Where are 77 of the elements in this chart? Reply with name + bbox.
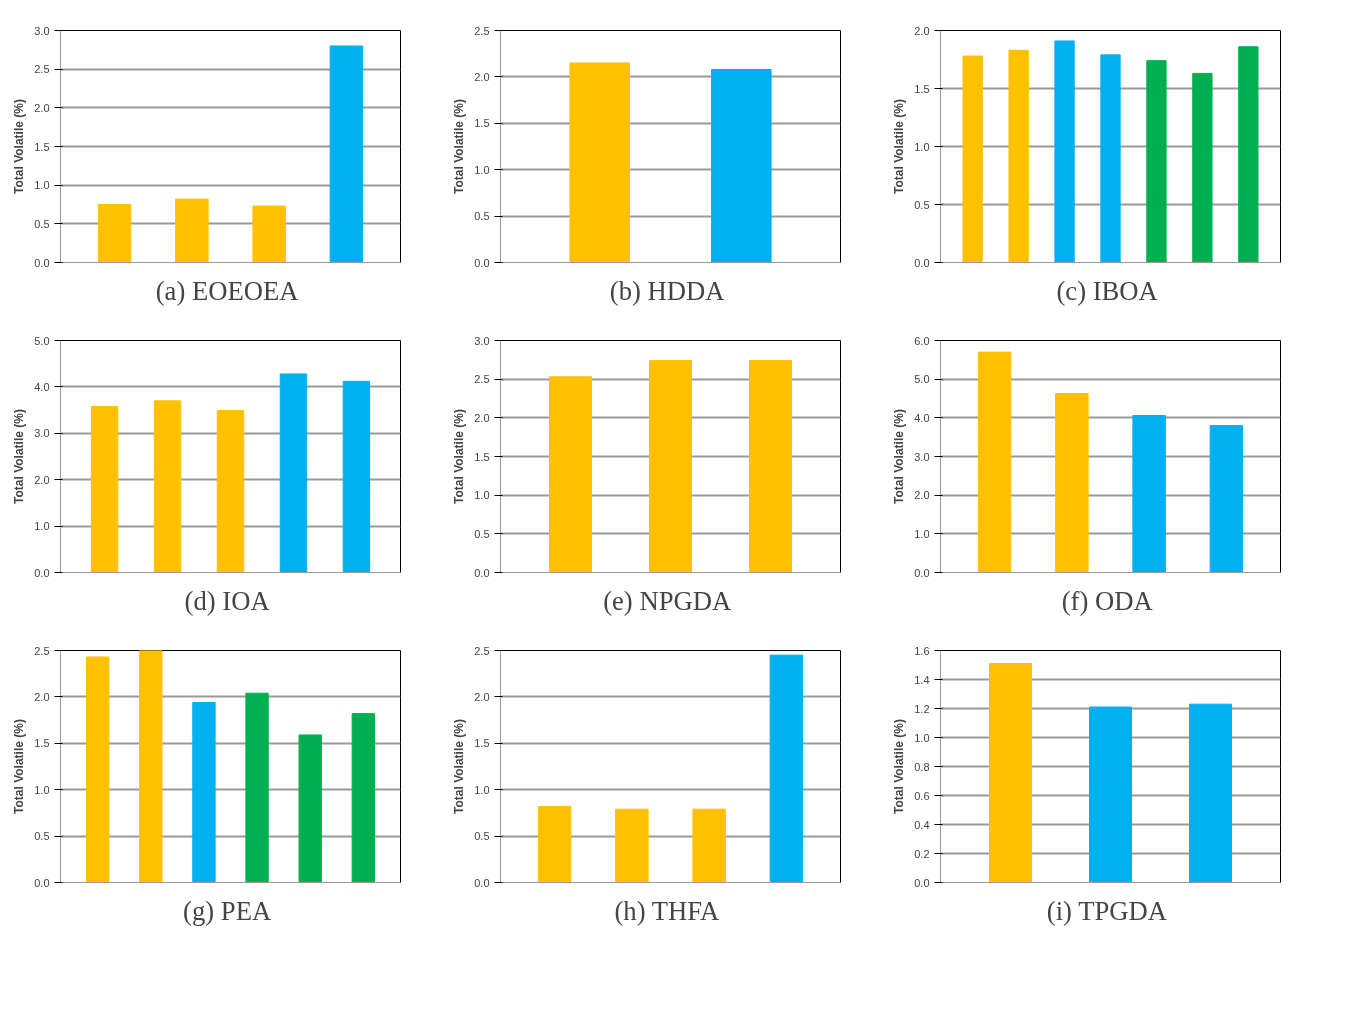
text: (b) HDDA — [609, 275, 726, 306]
y-tick-label: 6.0 — [914, 334, 930, 347]
y-tick-label: 1.4 — [914, 673, 930, 686]
y-tick-label: 0.0 — [34, 256, 50, 269]
y-tick-label: 1.0 — [34, 783, 50, 796]
y-tick-label: 1.2 — [914, 702, 930, 715]
y-tick-label: 0.6 — [914, 789, 930, 802]
y-tick-label: 2.0 — [914, 489, 930, 502]
y-tick-label: 2.5 — [474, 373, 490, 386]
text: (i) TPGDA — [1046, 895, 1168, 926]
y-tick-label: 0.5 — [474, 210, 490, 223]
text: (a) EOEOEA — [155, 275, 300, 306]
y-tick-label: 3.0 — [34, 24, 50, 37]
y-tick-label: 0.4 — [914, 818, 930, 831]
y-tick-label: 2.0 — [474, 690, 490, 703]
y-tick-label: 1.5 — [34, 140, 50, 153]
y-tick-label: 0.5 — [474, 830, 490, 843]
y-tick-label: 2.0 — [34, 473, 50, 486]
y-tick-label: 1.0 — [474, 489, 490, 502]
y-tick-label: 3.0 — [914, 450, 930, 463]
y-tick-label: 1.0 — [914, 527, 930, 540]
y-axis-title: Total Volatile (%) — [12, 719, 27, 814]
y-tick-label: 1.0 — [474, 783, 490, 796]
y-tick-label: 2.5 — [474, 24, 490, 37]
text: (c) IBOA — [1056, 275, 1159, 306]
y-tick-label: 1.6 — [914, 644, 930, 657]
text: (f) ODA — [1061, 585, 1154, 616]
y-tick-label: 5.0 — [34, 334, 50, 347]
y-axis-title: Total Volatile (%) — [892, 719, 907, 814]
y-tick-label: 1.0 — [914, 731, 930, 744]
y-tick-label: 0.0 — [914, 256, 930, 269]
y-tick-label: 2.0 — [34, 101, 50, 114]
y-tick-label: 4.0 — [914, 411, 930, 424]
y-tick-label: 1.0 — [34, 179, 50, 192]
y-tick-label: 1.0 — [914, 140, 930, 153]
y-tick-label: 2.5 — [474, 644, 490, 657]
y-tick-label: 1.5 — [474, 117, 490, 130]
text: (h) THFA — [614, 895, 721, 926]
y-tick-label: 3.0 — [474, 334, 490, 347]
y-axis-title: Total Volatile (%) — [452, 99, 467, 194]
text: (d) IOA — [184, 585, 271, 616]
y-axis-title: Total Volatile (%) — [452, 409, 467, 504]
y-axis-title: Total Volatile (%) — [12, 99, 27, 194]
y-tick-label: 0.5 — [914, 198, 930, 211]
y-tick-label: 0.5 — [34, 217, 50, 230]
y-tick-label: 2.0 — [474, 411, 490, 424]
y-tick-label: 0.0 — [34, 566, 50, 579]
y-tick-label: 1.5 — [914, 82, 930, 95]
y-tick-label: 0.0 — [914, 876, 930, 889]
y-axis-title: Total Volatile (%) — [892, 99, 907, 194]
y-tick-label: 1.5 — [474, 737, 490, 750]
y-tick-label: 2.5 — [34, 63, 50, 76]
text: (e) NPGDA — [603, 585, 732, 616]
y-tick-label: 0.0 — [34, 876, 50, 889]
y-tick-label: 2.0 — [34, 690, 50, 703]
y-tick-label: 3.0 — [34, 427, 50, 440]
y-tick-label: 0.0 — [474, 876, 490, 889]
y-tick-label: 1.5 — [474, 450, 490, 463]
y-tick-label: 0.0 — [914, 566, 930, 579]
text: (g) PEA — [183, 895, 272, 926]
y-tick-label: 0.5 — [474, 527, 490, 540]
y-axis-title: Total Volatile (%) — [452, 719, 467, 814]
y-tick-label: 2.5 — [34, 644, 50, 657]
y-tick-label: 0.8 — [914, 760, 930, 773]
y-tick-label: 1.0 — [34, 520, 50, 533]
y-tick-label: 0.2 — [914, 847, 930, 860]
y-tick-label: 2.0 — [914, 24, 930, 37]
y-axis-title: Total Volatile (%) — [12, 409, 27, 504]
y-tick-label: 2.0 — [474, 70, 490, 83]
y-axis-title: Total Volatile (%) — [892, 409, 907, 504]
y-tick-label: 1.0 — [474, 163, 490, 176]
y-tick-label: 1.5 — [34, 737, 50, 750]
y-tick-label: 0.5 — [34, 830, 50, 843]
y-tick-label: 0.0 — [474, 566, 490, 579]
y-tick-label: 5.0 — [914, 373, 930, 386]
y-tick-label: 4.0 — [34, 380, 50, 393]
y-tick-label: 0.0 — [474, 256, 490, 269]
